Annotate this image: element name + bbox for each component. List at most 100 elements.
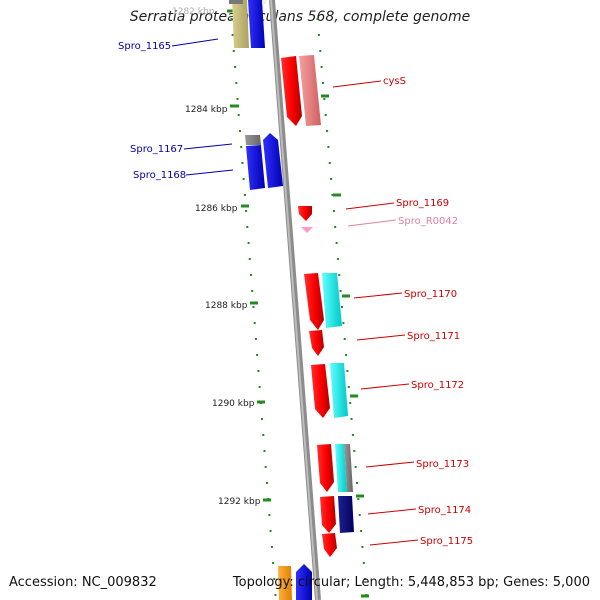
gene-spro-1170[interactable]: [304, 273, 324, 330]
track-dot: [331, 194, 334, 196]
gene-cyss-light[interactable]: [299, 55, 321, 126]
ruler-label: 1286 kbp: [195, 204, 238, 214]
track-dot: [360, 530, 363, 532]
leader-spro-1175: [369, 539, 419, 546]
track-dot: [242, 178, 245, 180]
leader-spro-1165: [171, 38, 219, 47]
track-dot: [316, 18, 319, 20]
track-dot: [248, 258, 251, 260]
ruler: 1282 kbp 1284 kbp 1286 kbp 1288 kbp 1290…: [172, 7, 271, 507]
label-spro-1169[interactable]: Spro_1169: [396, 198, 449, 209]
label-spro-r0042[interactable]: Spro_R0042: [398, 216, 458, 227]
label-spro-1167[interactable]: Spro_1167: [130, 144, 183, 155]
track-dot: [254, 338, 257, 340]
track-dot: [330, 178, 333, 180]
gene-spro-1173-gray[interactable]: [344, 444, 353, 492]
leader-spro-1173: [365, 461, 415, 468]
track-dot: [346, 370, 349, 372]
track-dot: [247, 242, 250, 244]
track-dot: [256, 354, 259, 356]
track-dot: [339, 290, 342, 292]
track-dot: [262, 434, 265, 436]
leader-spro-1168: [185, 169, 234, 176]
label-spro-1165[interactable]: Spro_1165: [118, 41, 171, 52]
track-dot: [272, 562, 275, 564]
gene-spro-1175[interactable]: [322, 533, 337, 557]
label-spro-1173[interactable]: Spro_1173: [416, 459, 469, 470]
topology-text: Topology: circular; Length: 5,448,853 bp…: [232, 575, 590, 590]
track-dot: [338, 274, 341, 276]
leader-spro-1169: [345, 202, 395, 210]
gene-spro-1170-cyan[interactable]: [322, 273, 342, 328]
track-dot: [231, 34, 234, 36]
forward-strand-genes: [278, 55, 354, 600]
gene-spro-1168[interactable]: [246, 145, 265, 190]
track-dot: [270, 546, 273, 548]
gene-spro-1171[interactable]: [309, 330, 324, 356]
track-dot: [240, 146, 243, 148]
ruler-label: 1282 kbp: [172, 7, 215, 17]
track-dot: [257, 370, 260, 372]
gene-spro-1172-cyan[interactable]: [330, 363, 348, 418]
track-dot: [334, 226, 337, 228]
track-dot: [356, 482, 358, 484]
label-spro-1172[interactable]: Spro_1172: [411, 380, 464, 391]
gene-spro-1173-cyan[interactable]: [335, 444, 347, 492]
track-dot: [351, 434, 354, 436]
label-spro-1174[interactable]: Spro_1174: [418, 505, 471, 516]
track-dot: [264, 466, 267, 468]
gene-spro-1169[interactable]: [298, 206, 312, 221]
gene-spro-1165-khaki[interactable]: [232, 0, 249, 48]
track-dot: [343, 338, 346, 340]
track-dot: [239, 130, 241, 132]
gene-spro-1167-cap[interactable]: [245, 135, 261, 145]
gene-spro-1174[interactable]: [320, 496, 336, 533]
genome-backbone-highlight: [270, 0, 318, 600]
track-dot: [230, 18, 233, 20]
label-spro-1171[interactable]: Spro_1171: [407, 331, 460, 342]
leader-spro-1170: [353, 292, 403, 299]
gene-spro-1167[interactable]: [263, 133, 283, 188]
track-dot: [336, 258, 339, 260]
track-dot: [246, 226, 249, 228]
track-dot: [358, 514, 361, 516]
gene-upstream-white: [262, 0, 266, 4]
ruler-label: 1288 kbp: [205, 301, 248, 311]
label-spro-1175[interactable]: Spro_1175: [420, 536, 473, 547]
track-dot: [235, 82, 238, 84]
track-dot: [347, 386, 350, 388]
label-spro-1170[interactable]: Spro_1170: [404, 289, 457, 300]
track-dot: [273, 578, 276, 580]
reverse-strand-genes: [229, 0, 283, 190]
gene-cyss[interactable]: [281, 56, 302, 126]
gene-upstream-gray: [229, 0, 243, 4]
track-dot: [274, 594, 277, 596]
gene-bottom-blue[interactable]: [296, 564, 312, 600]
track-dot: [232, 50, 235, 52]
track-dot: [250, 274, 252, 276]
label-spro-1168[interactable]: Spro_1168: [133, 170, 186, 181]
leader-spro-1172: [360, 383, 410, 390]
ruler-label: 1284 kbp: [185, 105, 228, 115]
leader-cyss: [332, 80, 382, 88]
gene-spro-r0042[interactable]: [301, 227, 313, 233]
gene-spro-1165[interactable]: [248, 0, 265, 48]
label-cyss[interactable]: cysS: [383, 76, 406, 87]
gene-spro-1174-navy[interactable]: [338, 496, 354, 533]
track-dot: [345, 354, 348, 356]
leader-spro-1174: [367, 508, 417, 515]
track-dot: [322, 82, 324, 84]
gene-bottom-orange[interactable]: [278, 566, 292, 600]
gene-spro-1172[interactable]: [311, 364, 330, 418]
track-dot: [253, 322, 256, 324]
track-dot: [258, 386, 261, 388]
gene-spro-1173[interactable]: [317, 444, 334, 492]
accession-text: Accession: NC_009832: [9, 575, 157, 590]
track-dot: [361, 546, 364, 548]
genome-title: Serratia proteamaculans 568, complete ge…: [129, 9, 471, 25]
track-dot: [342, 322, 345, 324]
ruler-label: 1292 kbp: [218, 497, 261, 507]
track-dot: [364, 578, 367, 580]
track-dot: [353, 450, 356, 452]
